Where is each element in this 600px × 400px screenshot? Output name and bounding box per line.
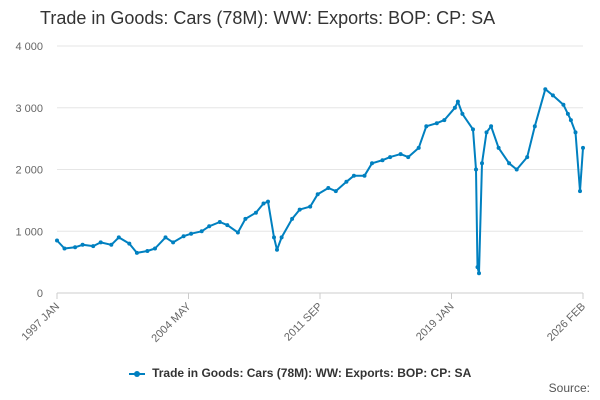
- data-point[interactable]: [578, 189, 582, 194]
- data-point[interactable]: [455, 99, 460, 104]
- data-point[interactable]: [243, 216, 248, 221]
- data-point[interactable]: [116, 235, 121, 240]
- data-point[interactable]: [253, 210, 258, 215]
- data-point[interactable]: [207, 224, 212, 229]
- data-point[interactable]: [380, 158, 385, 163]
- data-point[interactable]: [279, 235, 284, 240]
- data-point[interactable]: [484, 130, 489, 135]
- data-point[interactable]: [496, 145, 501, 150]
- data-point[interactable]: [398, 152, 403, 157]
- data-point[interactable]: [507, 161, 512, 166]
- series-line: [56, 88, 584, 275]
- data-point[interactable]: [434, 121, 439, 126]
- x-tick-label: 2026 FEB: [545, 301, 588, 344]
- data-point[interactable]: [424, 124, 429, 129]
- data-point[interactable]: [127, 241, 132, 246]
- data-point[interactable]: [73, 245, 78, 250]
- data-point[interactable]: [568, 118, 573, 123]
- data-point[interactable]: [452, 105, 457, 110]
- x-tick-label: 2019 JAN: [414, 301, 457, 344]
- data-point[interactable]: [91, 244, 96, 249]
- data-point[interactable]: [199, 229, 204, 234]
- data-point[interactable]: [362, 173, 367, 178]
- data-point[interactable]: [297, 207, 302, 212]
- data-point[interactable]: [272, 235, 276, 240]
- legend-label: Trade in Goods: Cars (78M): WW: Exports:…: [152, 366, 472, 380]
- data-point[interactable]: [471, 127, 475, 132]
- data-point[interactable]: [315, 192, 320, 197]
- data-point[interactable]: [134, 250, 139, 255]
- data-point[interactable]: [581, 145, 585, 150]
- data-point[interactable]: [477, 271, 481, 276]
- y-tick-label: 0: [37, 288, 43, 300]
- data-point[interactable]: [475, 265, 480, 270]
- data-point[interactable]: [235, 230, 240, 235]
- data-point[interactable]: [489, 124, 494, 129]
- data-point[interactable]: [290, 216, 295, 221]
- y-tick-label: 4 000: [15, 41, 43, 53]
- source-label: Source:: [548, 381, 590, 395]
- data-point[interactable]: [561, 102, 566, 107]
- data-point[interactable]: [333, 189, 338, 194]
- data-point[interactable]: [98, 240, 103, 245]
- data-point[interactable]: [109, 242, 114, 247]
- data-point[interactable]: [80, 242, 85, 247]
- data-point[interactable]: [573, 130, 578, 135]
- data-point[interactable]: [163, 235, 168, 240]
- data-point[interactable]: [388, 155, 393, 160]
- data-point[interactable]: [550, 93, 555, 98]
- data-point[interactable]: [532, 124, 537, 129]
- data-point[interactable]: [217, 220, 222, 224]
- data-point[interactable]: [370, 161, 374, 166]
- data-point[interactable]: [442, 118, 447, 123]
- y-tick-label: 2 000: [15, 165, 43, 177]
- data-point[interactable]: [261, 201, 266, 206]
- legend[interactable]: Trade in Goods: Cars (78M): WW: Exports:…: [0, 366, 600, 380]
- y-tick-label: 3 000: [15, 103, 43, 115]
- data-point[interactable]: [62, 246, 67, 251]
- data-point[interactable]: [55, 238, 59, 243]
- chart-title: Trade in Goods: Cars (78M): WW: Exports:…: [40, 8, 496, 28]
- data-point[interactable]: [480, 161, 484, 166]
- data-point[interactable]: [225, 223, 230, 228]
- data-point[interactable]: [474, 167, 478, 172]
- data-point[interactable]: [416, 145, 421, 150]
- data-point[interactable]: [145, 249, 150, 253]
- data-point[interactable]: [153, 246, 157, 251]
- data-point[interactable]: [351, 173, 356, 178]
- y-tick-label: 1 000: [15, 226, 43, 238]
- x-tick-label: 2011 SEP: [282, 301, 325, 344]
- data-point[interactable]: [460, 111, 465, 116]
- data-point[interactable]: [189, 231, 194, 236]
- data-point[interactable]: [406, 155, 411, 160]
- x-tick-label: 1997 JAN: [19, 301, 62, 344]
- data-point[interactable]: [525, 155, 530, 160]
- x-tick-label: 2004 MAY: [149, 300, 194, 345]
- data-point[interactable]: [171, 240, 176, 245]
- data-point[interactable]: [266, 199, 270, 204]
- data-point[interactable]: [565, 111, 570, 116]
- data-point[interactable]: [543, 87, 548, 92]
- data-point[interactable]: [344, 179, 349, 184]
- data-point[interactable]: [514, 167, 519, 172]
- data-point[interactable]: [275, 247, 279, 252]
- data-point[interactable]: [308, 204, 313, 209]
- legend-swatch: [128, 370, 145, 377]
- data-point[interactable]: [181, 234, 186, 239]
- data-point[interactable]: [326, 186, 331, 190]
